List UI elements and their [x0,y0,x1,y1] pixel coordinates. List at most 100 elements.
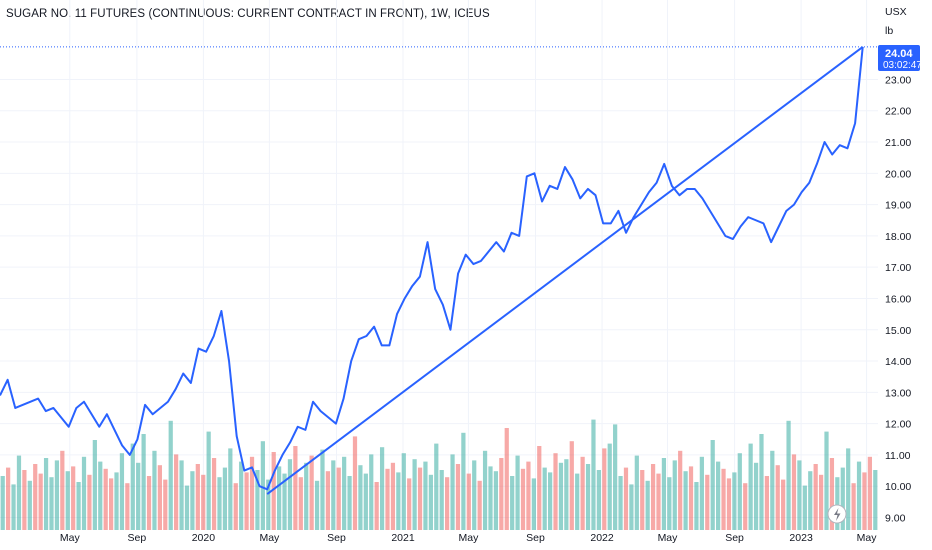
volume-bar [650,464,656,530]
volume-bar [293,446,298,530]
volume-bar [688,466,694,530]
volume-bar [759,434,764,530]
volume-bar [775,465,780,530]
lightning-glyph [834,508,841,521]
volume-bar [846,448,851,530]
volume-bar [342,456,347,530]
volume-bar [184,485,190,530]
volume-bar [829,458,835,530]
volume-bar [43,458,49,530]
y-tick-label: 11.00 [885,450,911,462]
volume-bar [0,476,5,530]
volume-bar [537,446,542,530]
volume-bar [211,458,217,530]
y-tick-label: 10.00 [885,481,911,493]
volume-bar [634,455,639,530]
volume-bar [239,461,244,530]
volume-bar [244,472,249,530]
x-tick-label: May [857,532,878,544]
price-axis[interactable]: USX lb 9.00 10.00 11.00 12.00 13.00 14.00 15.0… [885,6,911,524]
volume-bar [862,472,867,530]
y-tick-label: 19.00 [885,200,911,212]
volume-bar [781,479,786,530]
volume-bar [520,468,526,530]
volume-bar [596,470,601,530]
volume-bar [114,472,119,530]
volume-bar [369,454,374,530]
volume-bar [569,441,574,530]
price-line[interactable] [0,46,864,491]
volume-bar [526,461,531,530]
volume-bar [401,453,406,530]
volume-bar [558,462,564,530]
volume-bar [428,474,433,530]
volume-bar [797,460,802,530]
volume-bar [217,477,222,530]
price-series[interactable] [0,46,864,491]
trendline[interactable] [266,46,864,495]
y-tick-label: 17.00 [885,262,911,274]
volume-bar [22,470,27,530]
volume-bar [146,476,152,530]
volume-bars [0,419,878,530]
volume-bar [851,483,856,530]
volume-bar [710,440,715,530]
time-axis[interactable]: May Sep 2020 May Sep 2021 May Sep 2022 May Sep 2023… [60,532,877,544]
volume-bar [867,456,872,530]
volume-bar [206,431,211,530]
last-price-badge [878,45,920,71]
y-tick-label: 14.00 [885,356,911,368]
volume-bar [531,478,536,530]
volume-bar [201,474,206,530]
volume-bar [678,450,683,530]
volume-bar [309,455,314,530]
volume-bar [580,456,585,530]
trend-line[interactable] [266,46,864,495]
volume-bar [125,483,130,530]
volume-bar [840,467,845,530]
volume-bar [753,462,759,530]
volume-bar [672,460,677,530]
x-tick-label: Sep [327,532,346,544]
volume-bar [585,464,591,530]
volume-bar [493,471,499,530]
unit-label: lb [885,25,893,37]
volume-bar [737,453,742,530]
volume-bar [553,453,558,530]
volume-bar [222,467,228,530]
volume-bar [694,482,699,530]
volume-bar [103,468,108,530]
x-tick-label: 2022 [590,532,614,544]
x-tick-label: May [259,532,280,544]
volume-bar [71,466,76,530]
flash-button[interactable] [827,504,847,524]
volume-bar [618,476,623,530]
volume-bar [564,459,569,530]
volume-bar [363,473,368,530]
volume-bar [228,448,233,530]
volume-bar [461,432,466,530]
volume-bar [748,443,753,530]
grid-lines [0,0,878,530]
volume-bar [174,454,179,530]
volume-bar [510,476,515,530]
x-tick-label: Sep [526,532,545,544]
volume-bar [282,473,287,530]
volume-bar [640,470,645,530]
volume-bar [119,453,125,530]
volume-bar [661,458,667,530]
volume-bar [455,464,461,530]
volume-bar [190,471,195,530]
y-tick-label: 21.00 [885,137,911,149]
volume-bar [277,466,282,530]
volume-bar [613,424,618,530]
x-tick-label: 2020 [192,532,216,544]
volume-bar [168,420,173,530]
volume-bar [6,467,11,530]
volume-bar [548,472,553,530]
volume-bar [623,467,629,530]
volume-bar [808,471,813,530]
volume-bar [607,443,612,530]
volume-bar [575,473,580,530]
